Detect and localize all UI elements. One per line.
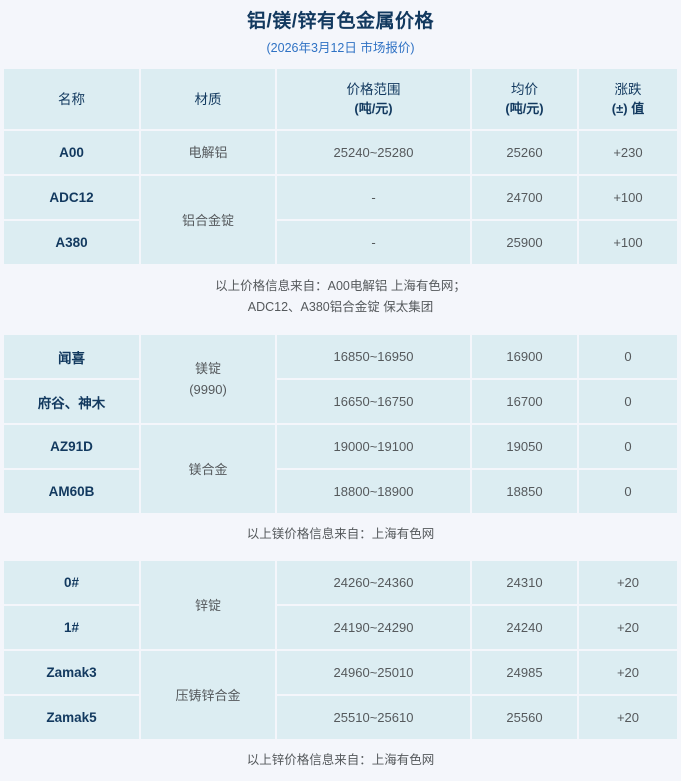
cell-change-value: +100 xyxy=(579,221,677,266)
cell-price-range: 24190~24290 xyxy=(277,606,472,651)
section-spacer-cell xyxy=(4,329,677,335)
source-note-text: 以上锌价格信息来自：上海有色网 xyxy=(4,741,677,781)
cell-average-price: 24985 xyxy=(472,651,579,696)
cell-change-value: +230 xyxy=(579,131,677,176)
cell-change-value: +20 xyxy=(579,606,677,651)
cell-average-price: 25900 xyxy=(472,221,579,266)
cell-material: 铝合金锭 xyxy=(141,176,277,266)
cell-change-value: 0 xyxy=(579,425,677,470)
cell-average-price: 24240 xyxy=(472,606,579,651)
cell-change-value: +20 xyxy=(579,696,677,741)
column-header-range-label: 价格范围 xyxy=(346,82,401,97)
cell-price-range: - xyxy=(277,176,472,221)
cell-average-price: 18850 xyxy=(472,470,579,515)
source-note-text: 以上价格信息来自：A00电解铝 上海有色网； ADC12、A380铝合金锭 保太集… xyxy=(4,266,677,329)
table-row: 闻喜 镁锭 (9990) 16850~16950 16900 0 xyxy=(4,335,677,425)
cell-change-value: +100 xyxy=(579,176,677,221)
page-title: 铝/镁/锌有色金属价格 xyxy=(246,11,435,32)
table-row: 0# 锌锭 24260~24360 24310 +20 xyxy=(4,561,677,651)
cell-name: A380 xyxy=(4,221,141,266)
table-row: AZ91D 镁合金 19000~19100 19050 0 xyxy=(4,425,677,515)
cell-price-range: 25510~25610 xyxy=(277,696,472,741)
cell-price-range: 16850~16950 xyxy=(277,335,472,380)
cell-average-price: 16900 xyxy=(472,335,579,380)
cell-change-value: +20 xyxy=(579,561,677,606)
cell-name: Zamak5 xyxy=(4,696,141,741)
column-header-average-label: 均价 xyxy=(511,82,538,97)
page-subtitle: (2026年3月12日 市场报价) xyxy=(266,41,415,55)
cell-average-price: 25560 xyxy=(472,696,579,741)
cell-name: Zamak3 xyxy=(4,651,141,696)
cell-name: A00 xyxy=(4,131,141,176)
section-spacer-row xyxy=(4,329,677,335)
cell-change-value: 0 xyxy=(579,335,677,380)
column-header-name: 名称 xyxy=(4,69,141,131)
cell-price-range: 18800~18900 xyxy=(277,470,472,515)
cell-name: 1# xyxy=(4,606,141,651)
cell-name: 0# xyxy=(4,561,141,606)
cell-price-range: 24260~24360 xyxy=(277,561,472,606)
cell-average-price: 19050 xyxy=(472,425,579,470)
cell-name: 府谷、神木 xyxy=(4,380,141,425)
column-header-average-unit: (吨/元) xyxy=(505,101,544,116)
column-header-range-unit: (吨/元) xyxy=(354,101,393,116)
table-row: ADC12 铝合金锭 -24700 +100 xyxy=(4,176,677,266)
cell-price-range: 25240~25280 xyxy=(277,131,472,176)
cell-average-price: 16700 xyxy=(472,380,579,425)
table-row: Zamak3 压铸锌合金 24960~25010 24985 +20 xyxy=(4,651,677,741)
column-header-delta-unit: (±) 值 xyxy=(611,101,645,116)
cell-material: 锌锭 xyxy=(141,561,277,651)
source-note-row: 以上镁价格信息来自：上海有色网 xyxy=(4,515,677,555)
column-header-average: 均价 (吨/元) xyxy=(472,69,579,131)
section-spacer-row xyxy=(4,555,677,561)
cell-change-value: 0 xyxy=(579,380,677,425)
source-note-row: 以上锌价格信息来自：上海有色网 xyxy=(4,741,677,781)
table-row: A00 电解铝 25240~25280 25260 +230 xyxy=(4,131,677,176)
source-note-text: 以上镁价格信息来自：上海有色网 xyxy=(4,515,677,555)
cell-name: AM60B xyxy=(4,470,141,515)
cell-average-price: 24700 xyxy=(472,176,579,221)
column-header-delta: 涨跌 (±) 值 xyxy=(579,69,677,131)
cell-material: 镁锭 (9990) xyxy=(141,335,277,425)
cell-price-range: 19000~19100 xyxy=(277,425,472,470)
column-header-range: 价格范围 (吨/元) xyxy=(277,69,472,131)
cell-average-price: 25260 xyxy=(472,131,579,176)
column-header-delta-label: 涨跌 xyxy=(614,82,642,97)
column-header-material: 材质 xyxy=(141,69,277,131)
cell-price-range: - xyxy=(277,221,472,266)
cell-price-range: 24960~25010 xyxy=(277,651,472,696)
table-row: AM60B 18800~18900 18850 0 xyxy=(4,470,677,515)
table-header: 名称 材质 价格范围 (吨/元) 均价 (吨/元) 涨跌 (±) 值 xyxy=(4,69,677,131)
table-body: A00 电解铝 25240~25280 25260 +230 ADC12 铝合金锭 -2470… xyxy=(4,131,677,781)
table-row: 府谷、神木 16650~16750 16700 0 xyxy=(4,380,677,425)
table-row: 1# 24190~24290 24240 +20 xyxy=(4,606,677,651)
cell-material: 压铸锌合金 xyxy=(141,651,277,741)
cell-name: 闻喜 xyxy=(4,335,141,380)
title-block: 铝/镁/锌有色金属价格 (2026年3月12日 市场报价) xyxy=(0,0,681,69)
cell-name: ADC12 xyxy=(4,176,141,221)
cell-price-range: 16650~16750 xyxy=(277,380,472,425)
table-row: A380 -25900 +100 xyxy=(4,221,677,266)
cell-name: AZ91D xyxy=(4,425,141,470)
cell-change-value: +20 xyxy=(579,651,677,696)
cell-change-value: 0 xyxy=(579,470,677,515)
section-spacer-cell xyxy=(4,555,677,561)
cell-material: 镁合金 xyxy=(141,425,277,515)
metal-price-table: 名称 材质 价格范围 (吨/元) 均价 (吨/元) 涨跌 (±) 值 A00 电解… xyxy=(4,69,677,781)
cell-average-price: 24310 xyxy=(472,561,579,606)
cell-material: 电解铝 xyxy=(141,131,277,176)
table-row: Zamak5 25510~25610 25560 +20 xyxy=(4,696,677,741)
source-note-row: 以上价格信息来自：A00电解铝 上海有色网； ADC12、A380铝合金锭 保太集… xyxy=(4,266,677,329)
header-row: 名称 材质 价格范围 (吨/元) 均价 (吨/元) 涨跌 (±) 值 xyxy=(4,69,677,131)
